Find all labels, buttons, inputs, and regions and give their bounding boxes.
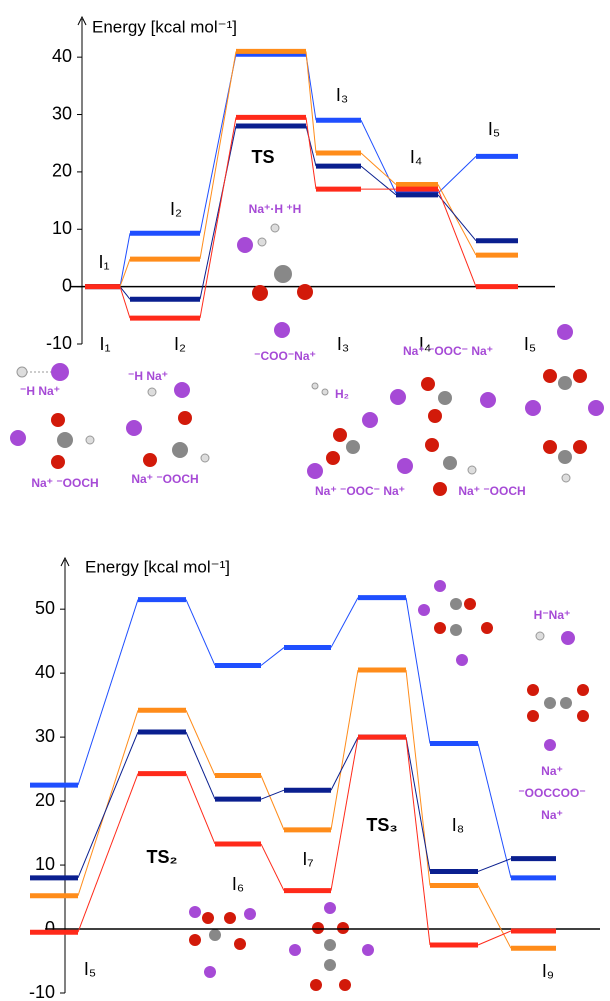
y-tick-label: 30 bbox=[35, 726, 55, 746]
connector bbox=[261, 790, 284, 799]
connector bbox=[78, 732, 138, 878]
y-tick-label: 50 bbox=[35, 598, 55, 618]
connector bbox=[331, 670, 358, 830]
connector bbox=[186, 600, 215, 666]
connector bbox=[406, 737, 430, 871]
caption: ⁻H Na⁺ bbox=[128, 369, 168, 383]
connector bbox=[406, 737, 430, 945]
connector bbox=[200, 117, 236, 318]
connector bbox=[438, 189, 476, 287]
structure-label: I₃ bbox=[337, 334, 349, 354]
y-tick-label: 40 bbox=[52, 46, 72, 66]
connector bbox=[78, 774, 138, 933]
state-label: TS₃ bbox=[366, 815, 397, 835]
connector bbox=[331, 598, 358, 648]
y-tick-label: 30 bbox=[52, 103, 72, 123]
caption: Na⁺ bbox=[541, 764, 563, 778]
connector bbox=[361, 166, 396, 195]
state-label: I₇ bbox=[302, 849, 313, 869]
caption: ⁻COO⁻Na⁺ bbox=[254, 349, 316, 363]
caption: Na⁺ ⁻OOC⁻ Na⁺ bbox=[315, 484, 405, 498]
connector bbox=[120, 233, 130, 286]
caption: Na⁺ ⁻OOCH bbox=[131, 472, 198, 486]
y-tick-label: 10 bbox=[52, 218, 72, 238]
state-label: I₁ bbox=[98, 252, 109, 272]
connector bbox=[438, 195, 476, 241]
connector bbox=[306, 117, 316, 189]
connector bbox=[306, 51, 316, 153]
caption: H⁻Na⁺ bbox=[534, 608, 571, 622]
connector bbox=[478, 886, 511, 949]
connector bbox=[120, 287, 130, 319]
caption: Na⁺ bbox=[541, 808, 563, 822]
state-label: I₂ bbox=[170, 199, 182, 219]
connector bbox=[331, 737, 358, 790]
connector bbox=[478, 859, 511, 872]
caption: Na⁺ ⁻OOCH bbox=[458, 484, 525, 498]
caption: H₂ bbox=[335, 387, 349, 401]
structure-label: I₁ bbox=[99, 334, 110, 354]
connector bbox=[478, 744, 511, 878]
y-axis-label: Energy [kcal mol⁻¹] bbox=[92, 17, 237, 36]
y-tick-label: 20 bbox=[52, 161, 72, 181]
connector bbox=[331, 737, 358, 891]
caption: Na⁺ ⁻OOC⁻ Na⁺ bbox=[403, 344, 493, 358]
connector bbox=[200, 126, 236, 299]
structure-label: I₅ bbox=[524, 334, 536, 354]
caption: Na⁺·H ⁺H bbox=[249, 202, 302, 216]
connector bbox=[306, 126, 316, 166]
state-label: TS₂ bbox=[147, 847, 178, 867]
connector bbox=[261, 844, 284, 891]
state-label: TS bbox=[251, 147, 274, 167]
chart-bottom: Energy [kcal mol⁻¹] H⁻Na⁺ Na⁺ ⁻OOCCOO⁻ N… bbox=[29, 557, 600, 1001]
connector bbox=[78, 600, 138, 786]
y-tick-label: 0 bbox=[62, 275, 72, 295]
y-tick-label: 10 bbox=[35, 854, 55, 874]
caption: Na⁺ ⁻OOCH bbox=[31, 476, 98, 490]
structure-label: I₂ bbox=[174, 334, 186, 354]
connector bbox=[78, 710, 138, 896]
y-tick-label: 20 bbox=[35, 790, 55, 810]
y-tick-label: 40 bbox=[35, 662, 55, 682]
state-label: I₃ bbox=[336, 85, 348, 105]
y-tick-label: -10 bbox=[29, 982, 55, 1001]
connector bbox=[261, 648, 284, 666]
state-label: I₅ bbox=[488, 119, 500, 139]
page: Energy [kcal mol⁻¹] I₁ I₂ I₃ I₄ I₅ ⁻H Na… bbox=[0, 0, 610, 1001]
state-label: I₈ bbox=[452, 815, 464, 835]
connector bbox=[200, 51, 236, 259]
y-axis-label: Energy [kcal mol⁻¹] bbox=[85, 557, 230, 576]
y-tick-label: 0 bbox=[45, 918, 55, 938]
connector bbox=[361, 120, 396, 193]
connector bbox=[438, 185, 476, 256]
caption: ⁻OOCCOO⁻ bbox=[518, 786, 585, 800]
state-label: I₄ bbox=[410, 147, 422, 167]
state-label: I₉ bbox=[542, 961, 554, 981]
connector bbox=[186, 774, 215, 844]
connector bbox=[438, 156, 476, 193]
connector bbox=[261, 776, 284, 830]
connector bbox=[406, 598, 430, 744]
connector bbox=[120, 259, 130, 287]
y-tick-label: -10 bbox=[46, 333, 72, 353]
chart-top: Energy [kcal mol⁻¹] I₁ I₂ I₃ I₄ I₅ ⁻H Na… bbox=[20, 17, 555, 498]
caption: ⁻H Na⁺ bbox=[20, 384, 60, 398]
state-label: I₆ bbox=[232, 874, 244, 894]
state-label: I₅ bbox=[84, 959, 96, 979]
